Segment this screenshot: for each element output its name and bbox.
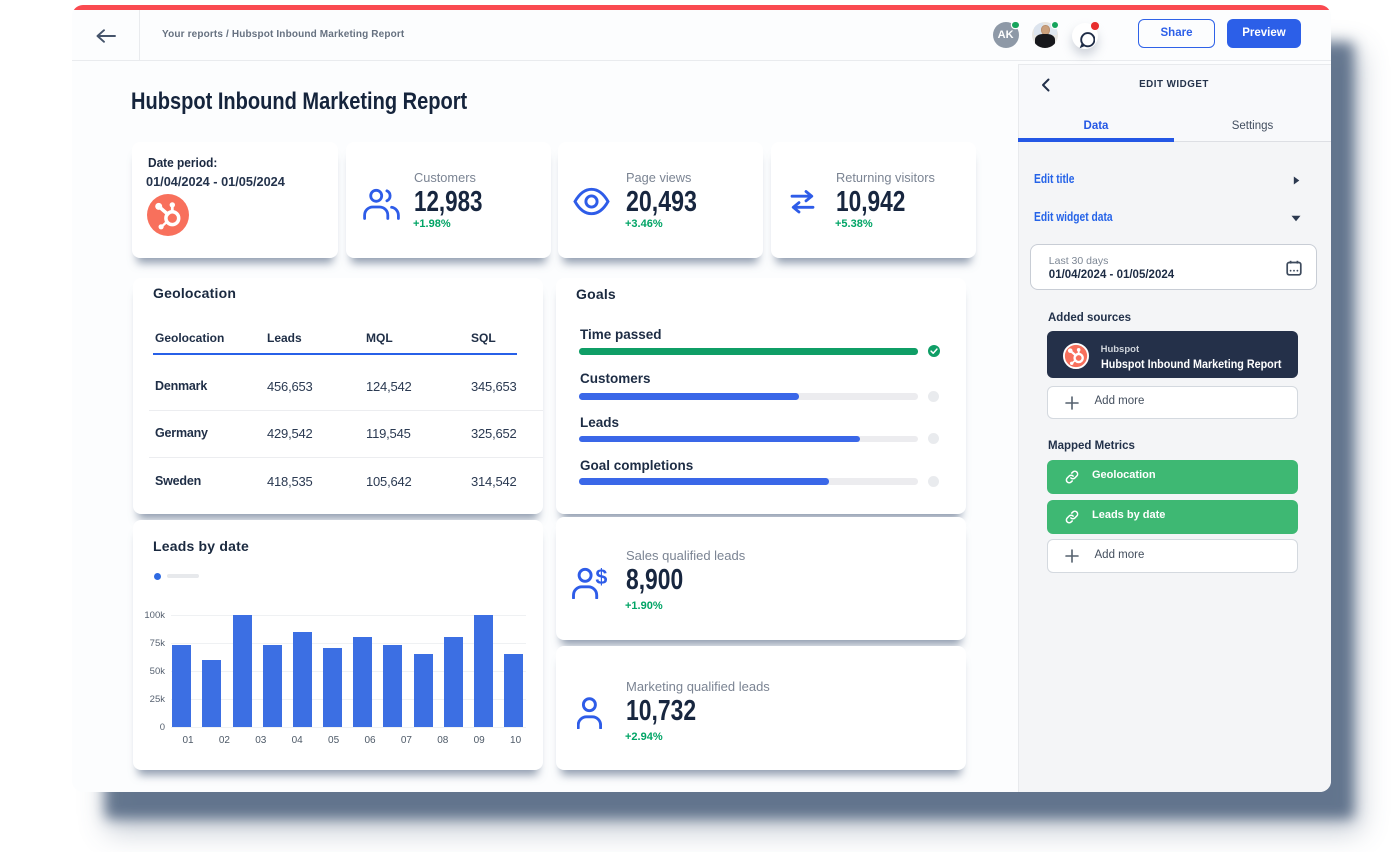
svg-text:$: $	[595, 566, 607, 589]
